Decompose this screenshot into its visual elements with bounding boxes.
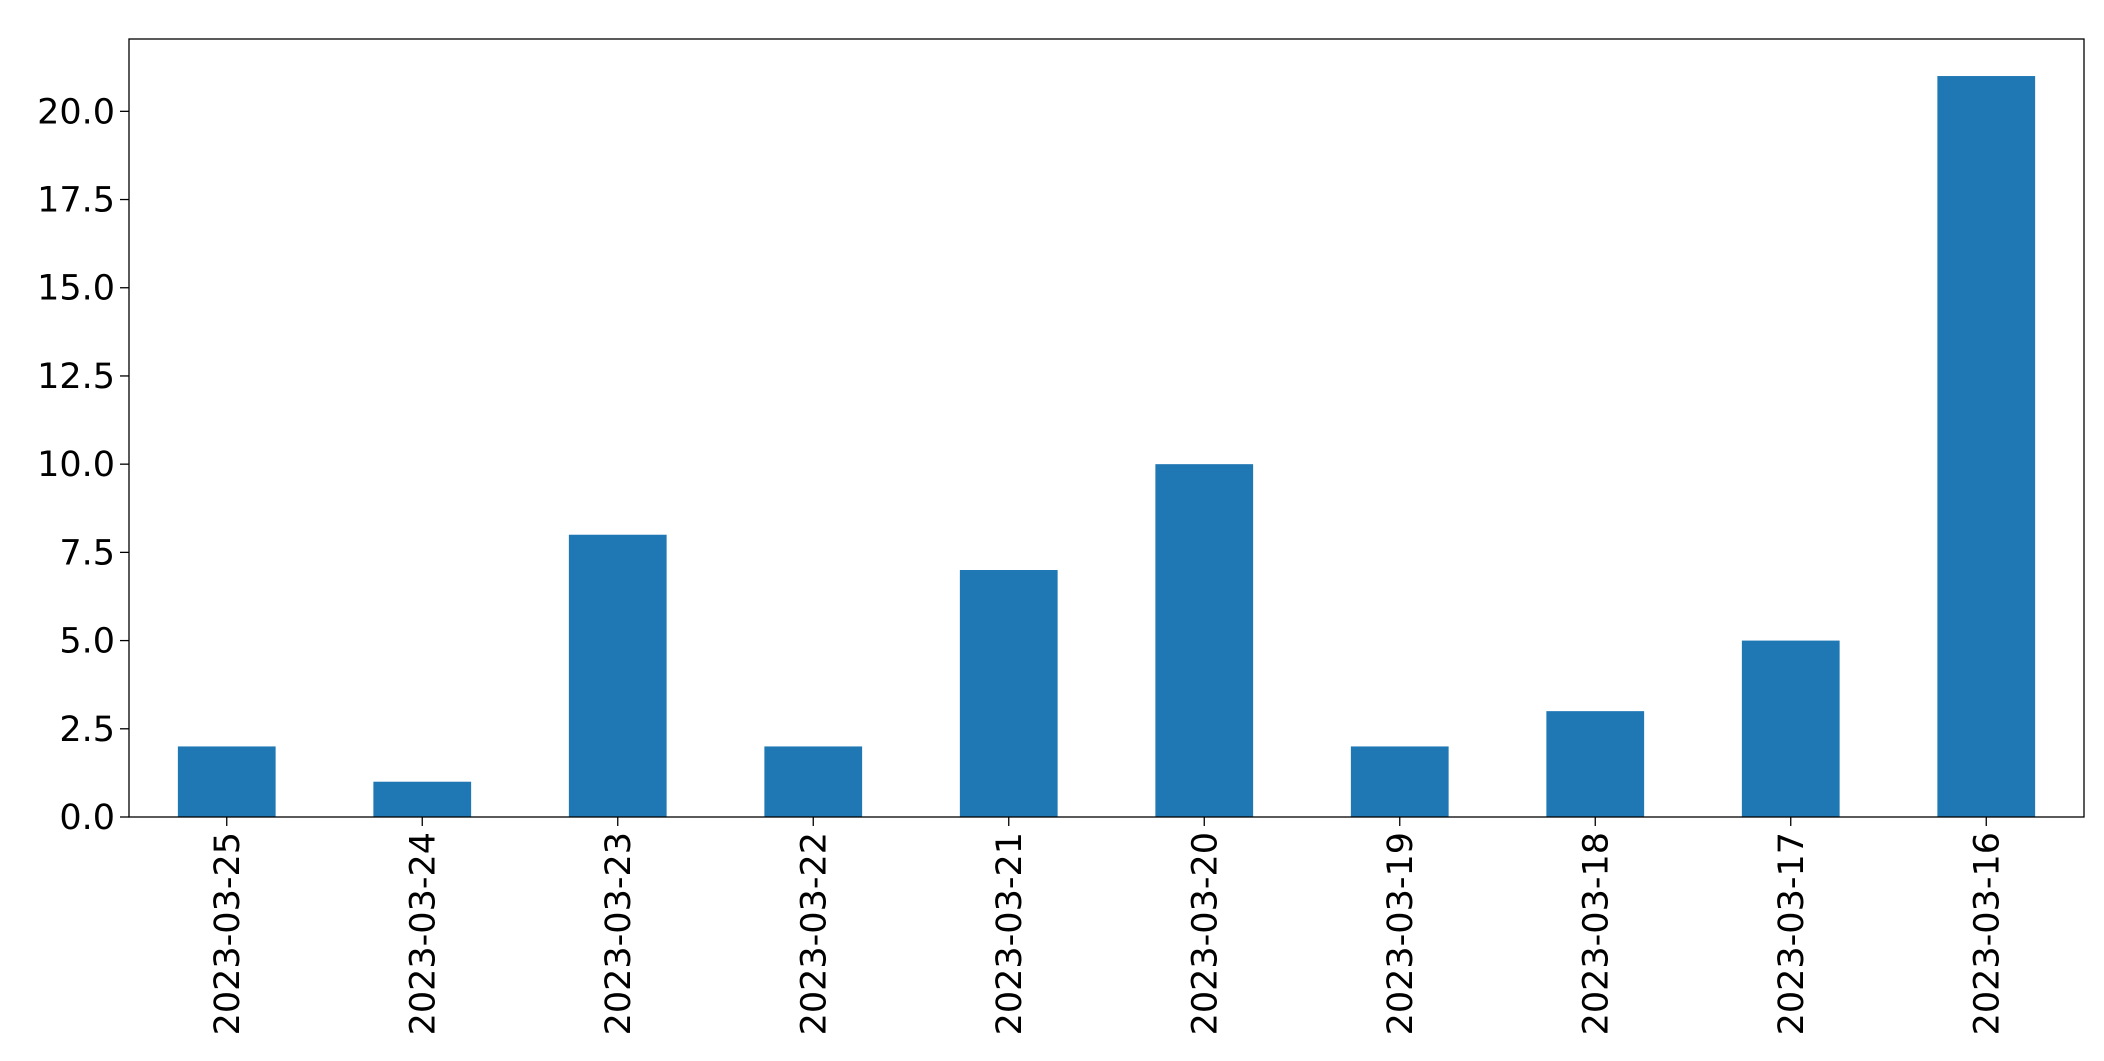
y-tick-label: 17.5 — [37, 181, 115, 221]
x-tick-label: 2023-03-22 — [794, 832, 834, 1035]
x-tick-label: 2023-03-18 — [1576, 832, 1616, 1035]
x-tick-label: 2023-03-25 — [208, 832, 248, 1035]
x-tick-label: 2023-03-16 — [1967, 832, 2007, 1035]
y-tick-label: 0.0 — [59, 798, 115, 838]
bar — [373, 781, 472, 817]
bar — [177, 746, 276, 817]
bar — [1155, 464, 1254, 817]
bar — [1546, 711, 1645, 817]
x-tick-label: 2023-03-17 — [1772, 832, 1812, 1035]
bar — [1937, 76, 2036, 818]
bar — [568, 534, 667, 817]
plot-frame — [128, 38, 2085, 818]
y-tick-label: 10.0 — [37, 445, 115, 485]
y-tick-label: 7.5 — [59, 533, 115, 573]
x-tick-label: 2023-03-19 — [1381, 832, 1421, 1035]
bar — [1741, 640, 1840, 817]
y-tick-label: 2.5 — [59, 710, 115, 750]
y-tick-label: 20.0 — [37, 92, 115, 132]
x-tick-label: 2023-03-20 — [1185, 832, 1225, 1035]
x-tick-label: 2023-03-24 — [403, 832, 443, 1035]
y-tick-label: 12.5 — [37, 357, 115, 397]
bar — [764, 746, 863, 817]
bar — [959, 570, 1058, 817]
x-tick-label: 2023-03-23 — [599, 832, 639, 1035]
y-tick-label: 5.0 — [59, 622, 115, 662]
y-tick-label: 15.0 — [37, 269, 115, 309]
x-tick-label: 2023-03-21 — [990, 832, 1030, 1035]
bar — [1350, 746, 1449, 817]
